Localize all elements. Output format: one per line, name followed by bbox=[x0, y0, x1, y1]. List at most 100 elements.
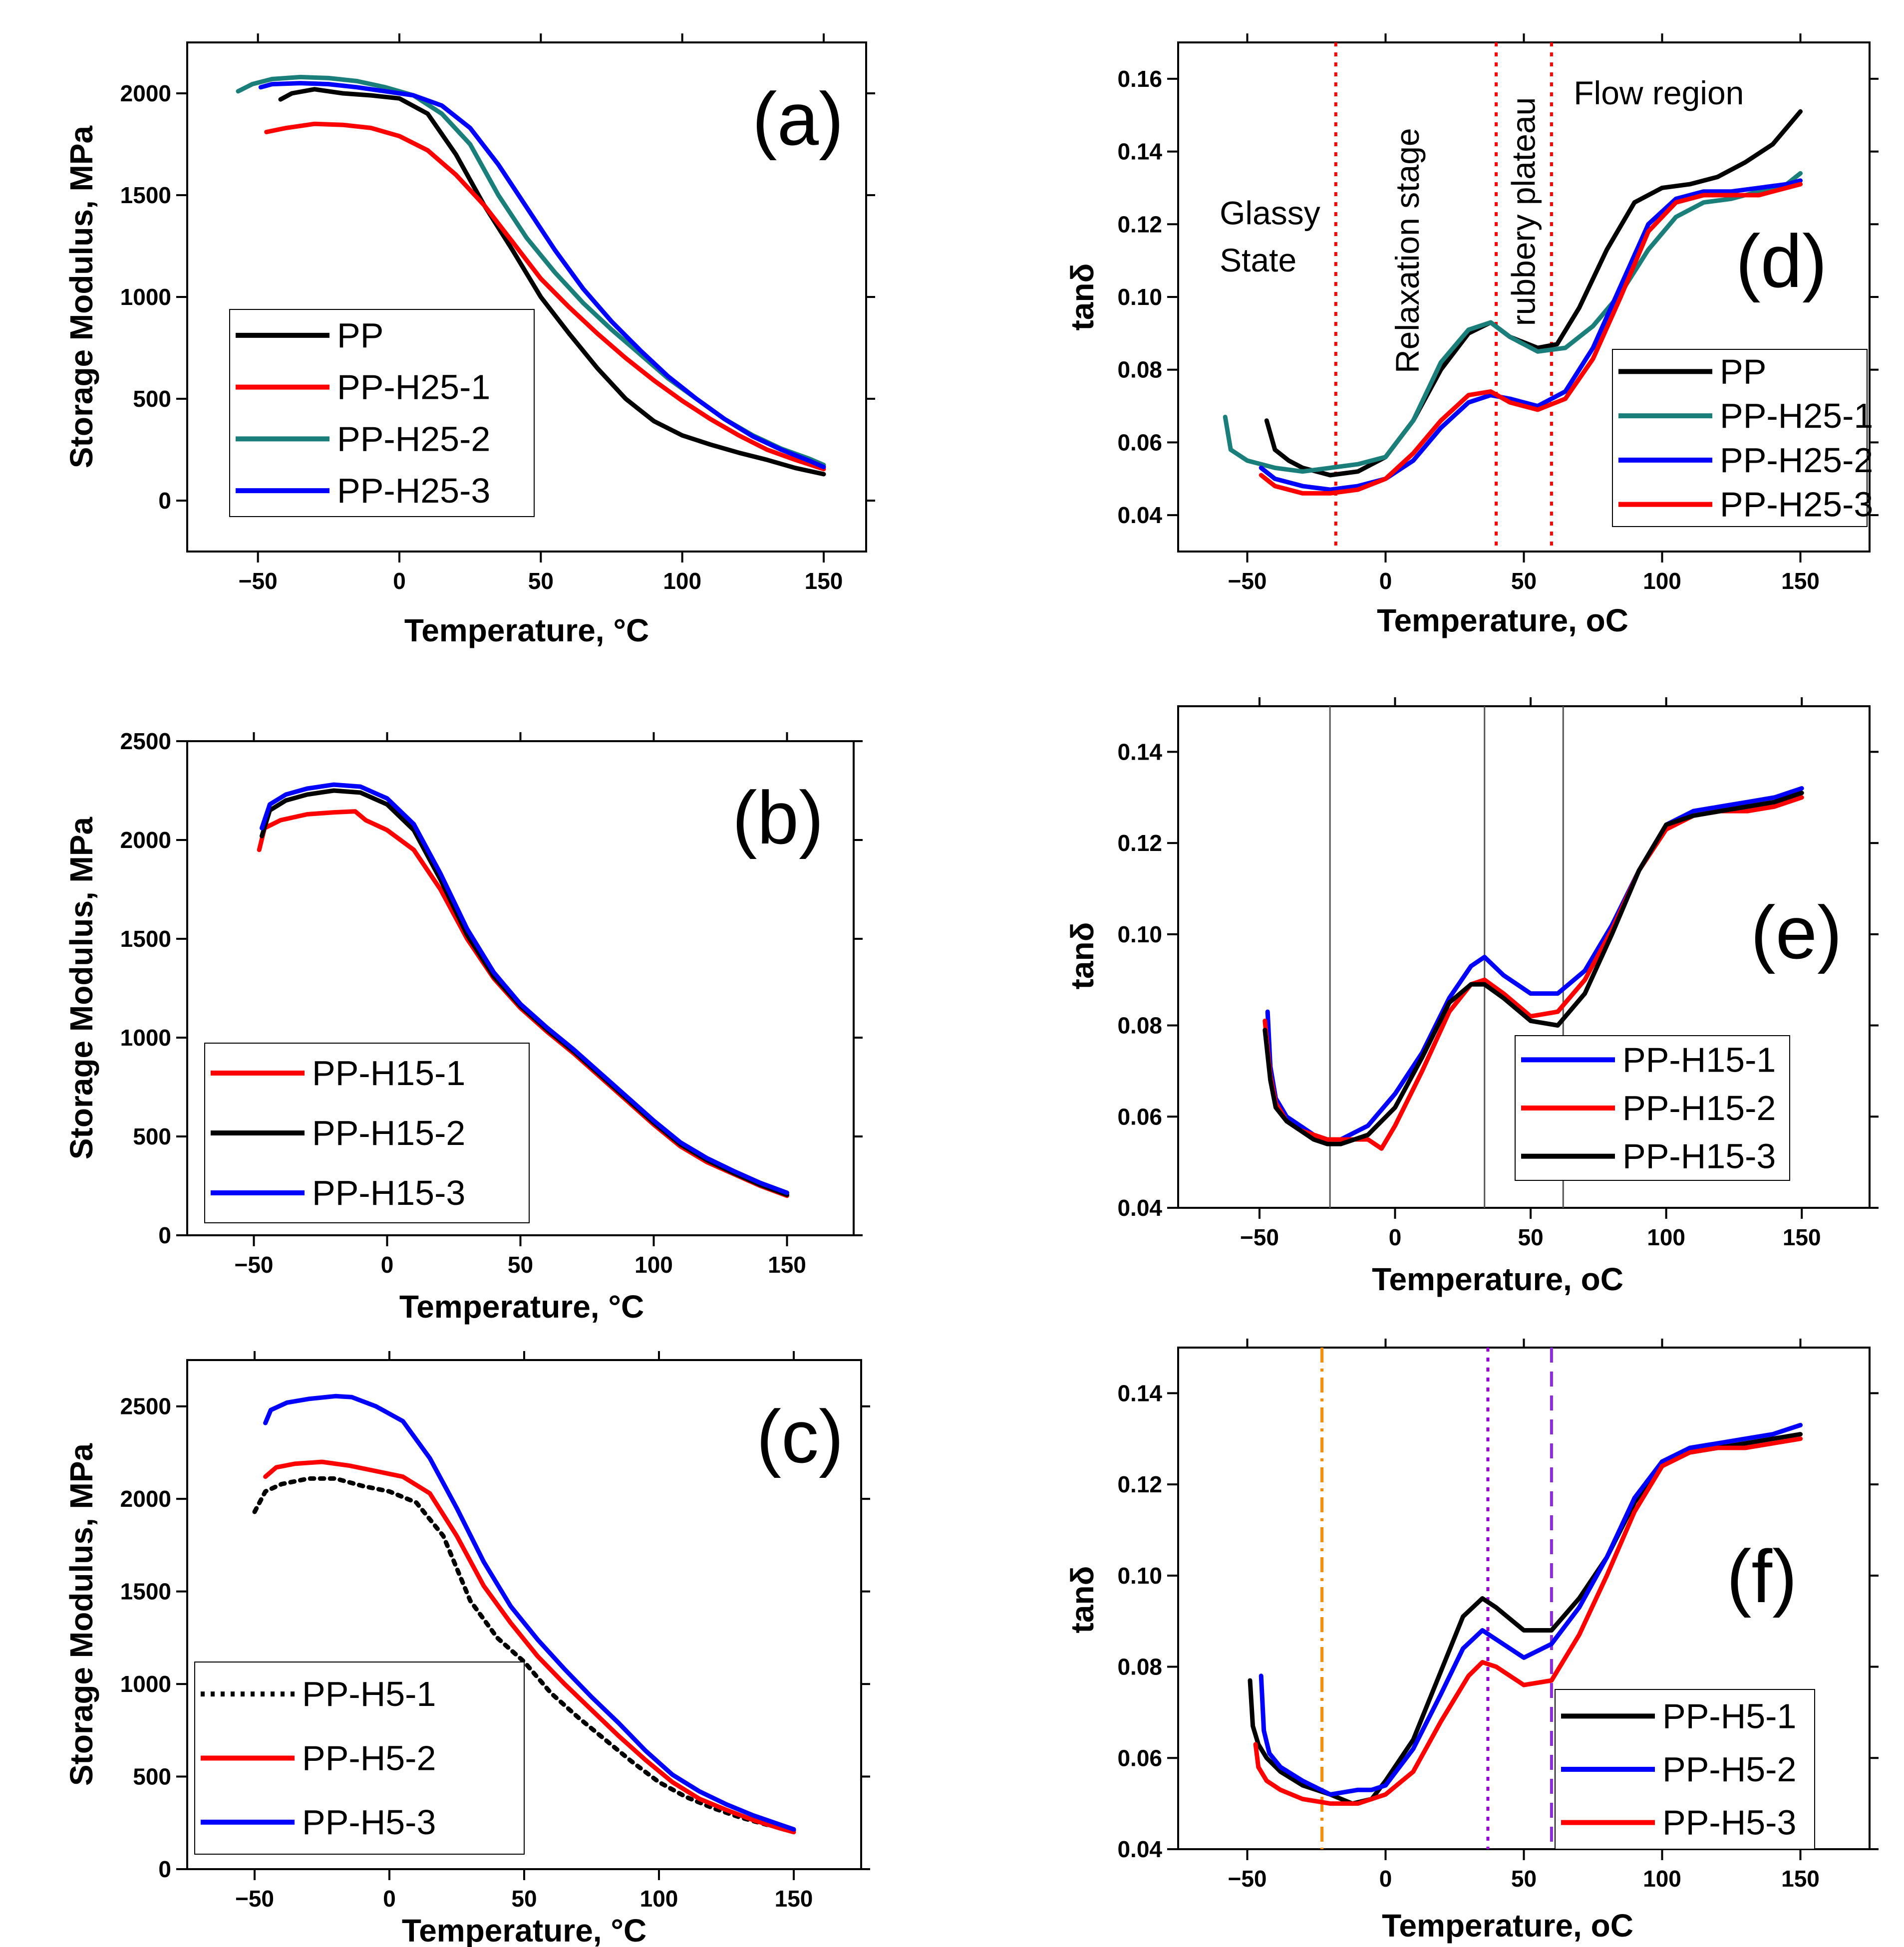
y-tick-label: 1000 bbox=[120, 1025, 171, 1051]
y-tick-label: 0.12 bbox=[1117, 211, 1162, 237]
x-axis-title-text: Temperature, bbox=[404, 612, 614, 648]
chart-panel-d: −50 0 50 100 150 0.04 0.06 0.08 0.10 0.12 0.14 0.16… bbox=[1064, 33, 1879, 638]
y-tick-label: 0.14 bbox=[1117, 1380, 1162, 1406]
x-tick-label: 0 bbox=[1389, 1224, 1402, 1250]
y-tick-label: 0.08 bbox=[1117, 1013, 1162, 1039]
series-line-pp-h15-3 bbox=[1263, 791, 1804, 1146]
y-tick-label: 0.14 bbox=[1117, 739, 1162, 765]
y-axis-title: tanδ bbox=[1064, 264, 1100, 331]
series-line-pp-h5-1 bbox=[252, 1476, 796, 1833]
legend-label: PP-H5-2 bbox=[302, 1739, 436, 1778]
panel-label: (d) bbox=[1736, 219, 1827, 303]
y-tick-label: 0.04 bbox=[1117, 502, 1162, 528]
region-annotation: Relaxation stage bbox=[1389, 128, 1426, 373]
legend-label: PP-H25-1 bbox=[337, 368, 490, 407]
x-tick-label: 50 bbox=[1511, 568, 1537, 594]
y-tick-label: 0 bbox=[158, 1856, 171, 1882]
legend-label: PP-H25-3 bbox=[337, 471, 490, 510]
y-axis-title: Storage Modulus, MPa bbox=[63, 125, 99, 468]
x-axis-title: Temperature, oC bbox=[1372, 1261, 1623, 1297]
y-tick-label: 1000 bbox=[120, 284, 171, 310]
series-line-pp-h25-3 bbox=[1259, 182, 1803, 496]
legend-label: PP-H15-3 bbox=[312, 1173, 465, 1212]
panel-label: (a) bbox=[752, 77, 844, 161]
legend-label: PP-H15-1 bbox=[312, 1054, 465, 1093]
y-tick-label: 2000 bbox=[120, 827, 171, 853]
x-tick-label: −50 bbox=[1240, 1224, 1279, 1250]
y-tick-label: 500 bbox=[133, 1764, 171, 1790]
legend-label: PP-H15-1 bbox=[1622, 1040, 1776, 1079]
panel-label: (e) bbox=[1751, 890, 1842, 974]
y-tick-label: 0.10 bbox=[1117, 284, 1162, 310]
y-axis-title: Storage Modulus, MPa bbox=[63, 817, 99, 1159]
x-tick-label: 150 bbox=[1783, 1224, 1821, 1250]
region-annotation: rubbery plateau bbox=[1505, 97, 1542, 326]
x-axis-unit: °C bbox=[613, 612, 649, 648]
x-tick-label: 150 bbox=[768, 1252, 806, 1278]
legend-label: PP bbox=[337, 316, 383, 355]
x-tick-label: −50 bbox=[239, 568, 278, 594]
x-tick-label: 100 bbox=[635, 1252, 673, 1278]
x-tick-label: 150 bbox=[1781, 1866, 1820, 1892]
x-axis-title: Temperature, oC bbox=[1377, 602, 1628, 638]
legend-label: PP-H5-3 bbox=[302, 1803, 436, 1842]
panel-label: (f) bbox=[1726, 1534, 1797, 1618]
x-tick-label: 50 bbox=[528, 568, 554, 594]
x-tick-label: 100 bbox=[1643, 568, 1681, 594]
series-line-pp-h25-1 bbox=[264, 121, 826, 472]
chart-panel-c: −50 0 50 100 15005001000150020002500PP-H5-1P… bbox=[63, 1351, 870, 1947]
x-axis-title-text: Temperature, bbox=[402, 1913, 611, 1947]
legend-label: PP-H25-2 bbox=[1720, 441, 1873, 480]
chart-panel-e: −50 0 50 100 150 0.04 0.06 0.08 0.10 0.12 0.14 PP-H… bbox=[1064, 697, 1879, 1297]
x-axis-title: Temperature, °C bbox=[404, 612, 649, 648]
series-line-pp-h25-2 bbox=[1259, 178, 1803, 492]
region-annotation: Glassy bbox=[1220, 194, 1320, 231]
chart-panel-a: −50 0 50 100 1500500100015002000PPPP-H25-1PP… bbox=[63, 33, 875, 648]
series-line-pp-h15-1 bbox=[1265, 786, 1804, 1142]
legend-label: PP-H5-1 bbox=[302, 1674, 436, 1713]
x-axis-title-text: Temperature, bbox=[1372, 1261, 1581, 1297]
legend-box bbox=[229, 309, 535, 517]
y-tick-label: 0.08 bbox=[1117, 357, 1162, 383]
panel-label: (c) bbox=[756, 1394, 844, 1478]
y-tick-label: 1000 bbox=[120, 1671, 171, 1697]
x-tick-label: 0 bbox=[393, 568, 406, 594]
x-tick-label: 50 bbox=[511, 1886, 537, 1912]
chart-panel-b: −50 0 50 100 15005001000150020002500PP-H15-1… bbox=[63, 728, 863, 1325]
x-tick-label: 100 bbox=[1647, 1224, 1685, 1250]
legend-label: PP-H15-3 bbox=[1622, 1137, 1776, 1176]
y-tick-label: 0.06 bbox=[1117, 429, 1162, 455]
x-tick-label: 150 bbox=[805, 568, 843, 594]
y-tick-label: 0.04 bbox=[1117, 1195, 1162, 1221]
x-tick-label: −50 bbox=[1228, 1866, 1267, 1892]
legend-label: PP-H25-1 bbox=[1720, 396, 1873, 435]
series-line-pp-h5-3 bbox=[263, 1393, 796, 1832]
legend-label: PP-H15-2 bbox=[312, 1113, 465, 1152]
y-tick-label: 0.04 bbox=[1117, 1836, 1162, 1862]
y-tick-label: 1500 bbox=[120, 182, 171, 208]
legend-label: PP bbox=[1720, 352, 1766, 391]
legend-box bbox=[1612, 349, 1868, 527]
series-line-pp-h25-1 bbox=[1223, 171, 1803, 474]
y-tick-label: 1500 bbox=[120, 1579, 171, 1605]
region-annotation: Flow region bbox=[1574, 74, 1744, 111]
y-tick-label: 2000 bbox=[120, 1486, 171, 1512]
x-axis-unit: oC bbox=[1586, 602, 1628, 638]
x-axis-title-text: Temperature, bbox=[1377, 602, 1586, 638]
x-tick-label: 150 bbox=[1781, 568, 1820, 594]
y-tick-label: 0.06 bbox=[1117, 1104, 1162, 1129]
legend-label: PP-H15-2 bbox=[1622, 1089, 1776, 1127]
x-tick-label: 0 bbox=[1379, 568, 1392, 594]
legend-label: PP-H5-3 bbox=[1662, 1803, 1796, 1842]
y-tick-label: 0.08 bbox=[1117, 1654, 1162, 1680]
y-tick-label: 2500 bbox=[120, 728, 171, 754]
y-tick-label: 500 bbox=[133, 1123, 171, 1149]
legend-label: PP-H5-2 bbox=[1662, 1750, 1796, 1789]
y-tick-label: 0.06 bbox=[1117, 1745, 1162, 1771]
y-tick-label: 2500 bbox=[120, 1393, 171, 1419]
x-tick-label: 100 bbox=[640, 1886, 678, 1912]
x-tick-label: 0 bbox=[381, 1252, 394, 1278]
x-axis-title-text: Temperature, bbox=[399, 1289, 609, 1325]
x-axis-unit: °C bbox=[608, 1289, 644, 1325]
y-tick-label: 0.10 bbox=[1117, 1563, 1162, 1589]
